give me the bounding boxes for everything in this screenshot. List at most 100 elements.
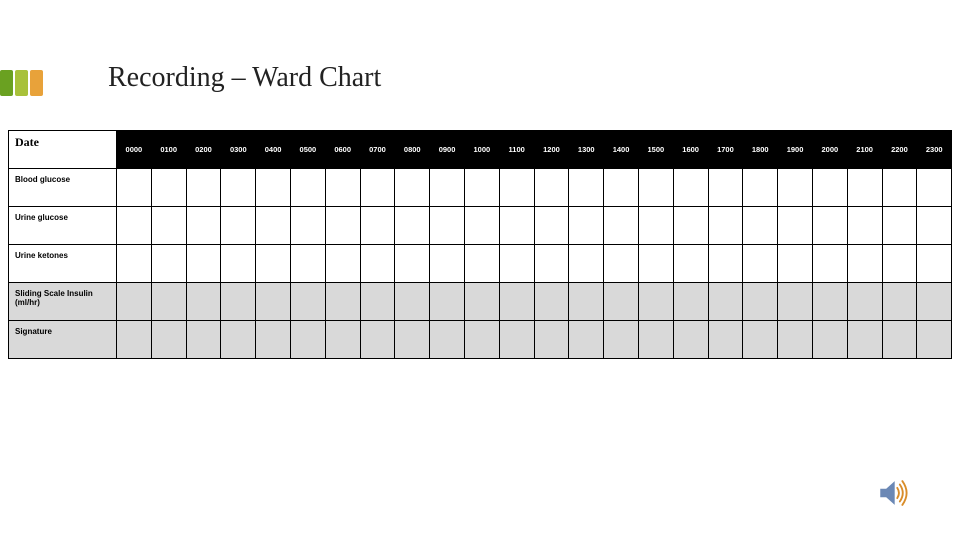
data-cell xyxy=(708,283,743,321)
date-label-cell: Date xyxy=(9,131,117,169)
table-row: Blood glucose xyxy=(9,169,952,207)
data-cell xyxy=(778,169,813,207)
ward-chart-table: Date 00000100020003000400050006000700080… xyxy=(8,130,952,359)
data-cell xyxy=(464,283,499,321)
data-cell xyxy=(917,245,952,283)
data-cell xyxy=(812,283,847,321)
data-cell xyxy=(847,321,882,359)
row-label: Blood glucose xyxy=(9,169,117,207)
data-cell xyxy=(430,169,465,207)
data-cell xyxy=(221,321,256,359)
hour-header: 2100 xyxy=(847,131,882,169)
hour-header: 0500 xyxy=(290,131,325,169)
data-cell xyxy=(430,207,465,245)
hour-header: 0800 xyxy=(395,131,430,169)
hour-header: 1900 xyxy=(778,131,813,169)
hour-header: 1800 xyxy=(743,131,778,169)
hour-header: 1300 xyxy=(569,131,604,169)
table-row: Sliding Scale Insulin (ml/hr) xyxy=(9,283,952,321)
data-cell xyxy=(221,245,256,283)
data-cell xyxy=(395,207,430,245)
data-cell xyxy=(430,245,465,283)
data-cell xyxy=(186,207,221,245)
data-cell xyxy=(778,207,813,245)
data-cell xyxy=(430,321,465,359)
data-cell xyxy=(534,207,569,245)
data-cell xyxy=(117,245,152,283)
data-cell xyxy=(569,321,604,359)
data-cell xyxy=(534,245,569,283)
data-cell xyxy=(534,283,569,321)
data-cell xyxy=(604,169,639,207)
hour-header: 1200 xyxy=(534,131,569,169)
data-cell xyxy=(290,245,325,283)
data-cell xyxy=(395,245,430,283)
data-cell xyxy=(360,283,395,321)
data-cell xyxy=(534,321,569,359)
data-cell xyxy=(638,207,673,245)
data-cell xyxy=(847,283,882,321)
data-cell xyxy=(778,321,813,359)
hour-header: 2200 xyxy=(882,131,917,169)
data-cell xyxy=(186,321,221,359)
data-cell xyxy=(569,245,604,283)
data-cell xyxy=(847,169,882,207)
data-cell xyxy=(325,321,360,359)
accent-bar xyxy=(0,70,43,96)
row-label: Sliding Scale Insulin (ml/hr) xyxy=(9,283,117,321)
data-cell xyxy=(151,321,186,359)
data-cell xyxy=(882,169,917,207)
hour-header: 0000 xyxy=(117,131,152,169)
data-cell xyxy=(499,245,534,283)
data-cell xyxy=(151,169,186,207)
data-cell xyxy=(221,207,256,245)
data-cell xyxy=(708,321,743,359)
data-cell xyxy=(708,169,743,207)
hour-header: 2000 xyxy=(812,131,847,169)
data-cell xyxy=(464,169,499,207)
data-cell xyxy=(499,207,534,245)
data-cell xyxy=(290,207,325,245)
data-cell xyxy=(812,169,847,207)
data-cell xyxy=(708,245,743,283)
data-cell xyxy=(708,207,743,245)
data-cell xyxy=(604,207,639,245)
data-cell xyxy=(256,283,291,321)
data-cell xyxy=(325,169,360,207)
data-cell xyxy=(604,283,639,321)
hour-header: 1600 xyxy=(673,131,708,169)
data-cell xyxy=(464,321,499,359)
data-cell xyxy=(499,169,534,207)
data-cell xyxy=(290,283,325,321)
data-cell xyxy=(395,321,430,359)
data-cell xyxy=(638,283,673,321)
hour-header: 0900 xyxy=(430,131,465,169)
speaker-icon xyxy=(876,476,910,510)
row-label: Urine glucose xyxy=(9,207,117,245)
data-cell xyxy=(117,169,152,207)
table-row: Urine glucose xyxy=(9,207,952,245)
data-cell xyxy=(673,283,708,321)
data-cell xyxy=(882,283,917,321)
data-cell xyxy=(917,207,952,245)
data-cell xyxy=(743,207,778,245)
data-cell xyxy=(325,283,360,321)
data-cell xyxy=(743,169,778,207)
data-cell xyxy=(290,169,325,207)
data-cell xyxy=(360,169,395,207)
row-label: Urine ketones xyxy=(9,245,117,283)
data-cell xyxy=(847,207,882,245)
row-label: Signature xyxy=(9,321,117,359)
data-cell xyxy=(778,245,813,283)
data-cell xyxy=(117,321,152,359)
data-cell xyxy=(743,321,778,359)
data-cell xyxy=(569,169,604,207)
data-cell xyxy=(638,169,673,207)
data-cell xyxy=(325,207,360,245)
header-row: Date 00000100020003000400050006000700080… xyxy=(9,131,952,169)
slide-title: Recording – Ward Chart xyxy=(108,62,381,94)
data-cell xyxy=(778,283,813,321)
hour-header: 0400 xyxy=(256,131,291,169)
hour-header: 2300 xyxy=(917,131,952,169)
hour-header: 1100 xyxy=(499,131,534,169)
